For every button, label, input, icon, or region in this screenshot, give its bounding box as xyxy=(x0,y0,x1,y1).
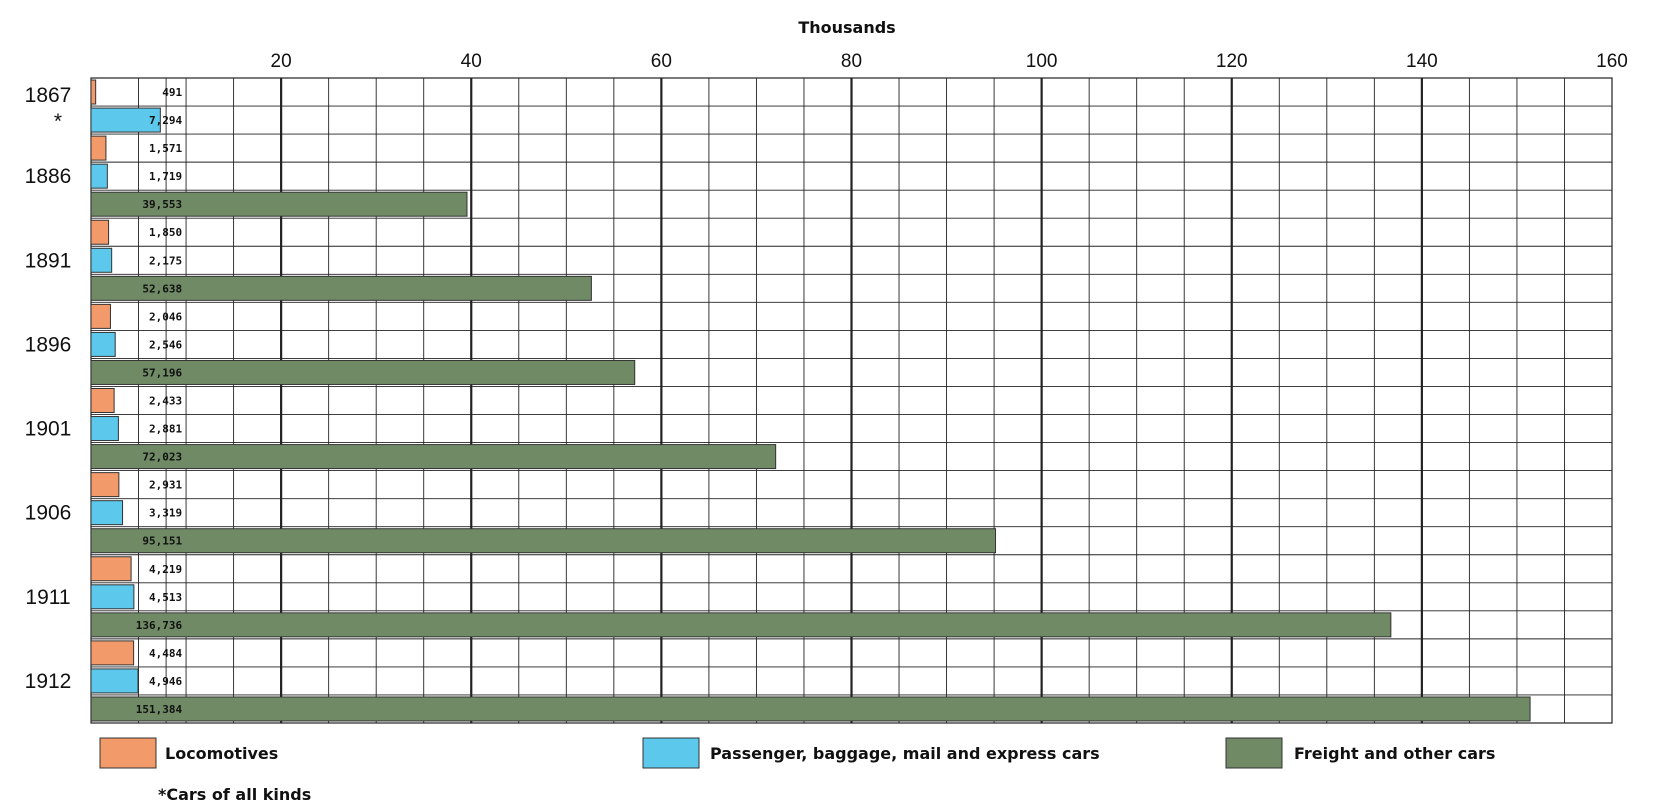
value-label: 7,294 xyxy=(149,114,182,127)
x-tick-label: 80 xyxy=(841,51,862,72)
x-tick-label: 40 xyxy=(461,51,482,72)
bar-1886-freight xyxy=(90,191,468,217)
value-label: 136,736 xyxy=(136,619,183,632)
value-label: 2,433 xyxy=(149,395,182,408)
value-label: 72,023 xyxy=(142,451,182,464)
bar-1896-locomotives xyxy=(90,303,111,329)
bar-1906-locomotives xyxy=(90,472,120,498)
value-label: 2,046 xyxy=(149,310,182,323)
year-label: 1891 xyxy=(25,249,72,272)
legend-swatch-freight xyxy=(1225,737,1283,769)
value-label: 1,719 xyxy=(149,170,182,183)
year-labels: 1867 * 1886 1891 1896 1901 1906 1911 1912 xyxy=(25,84,72,693)
bar-1896-freight xyxy=(90,359,636,385)
year-label: 1867 xyxy=(25,84,72,107)
axis-title: Thousands xyxy=(798,18,895,37)
legend-swatch-locomotives xyxy=(99,737,157,769)
bar-1912-passenger xyxy=(90,668,139,694)
bar-1891-locomotives xyxy=(90,219,110,245)
bar-1911-passenger xyxy=(90,584,135,610)
value-label: 1,850 xyxy=(149,226,182,239)
bar-1896-passenger xyxy=(90,331,116,357)
bar-1901-passenger xyxy=(90,416,119,442)
bar-1891-freight xyxy=(90,275,592,301)
bar-1912-freight xyxy=(90,696,1531,722)
legend-label-passenger: Passenger, baggage, mail and express car… xyxy=(710,744,1100,763)
legend-swatch-passenger xyxy=(642,737,700,769)
bar-1867-all xyxy=(90,107,161,133)
x-tick-label: 120 xyxy=(1216,51,1248,72)
value-label: 95,151 xyxy=(142,535,182,548)
year-label: 1912 xyxy=(25,670,72,693)
bar-1911-locomotives xyxy=(90,556,132,582)
value-label: 2,931 xyxy=(149,479,182,492)
value-label: 151,384 xyxy=(136,703,183,716)
bar-1906-passenger xyxy=(90,500,124,526)
year-label: 1896 xyxy=(25,333,72,356)
x-tick-label: 20 xyxy=(271,51,292,72)
x-tick-label: 100 xyxy=(1026,51,1058,72)
bar-1912-locomotives xyxy=(90,640,135,666)
bar-1901-locomotives xyxy=(90,388,115,413)
x-tick-label: 140 xyxy=(1406,51,1438,72)
year-label: 1911 xyxy=(25,586,70,609)
value-label: 52,638 xyxy=(142,282,182,295)
value-label: 2,546 xyxy=(149,338,182,351)
value-label: 4,946 xyxy=(149,675,182,688)
bar-1886-passenger xyxy=(90,163,108,189)
bar-1891-passenger xyxy=(90,247,113,273)
value-label: 4,513 xyxy=(149,591,182,604)
legend: Locomotives Passenger, baggage, mail and … xyxy=(99,737,1495,769)
legend-label-freight: Freight and other cars xyxy=(1294,744,1495,763)
bar-1901-freight xyxy=(90,444,777,470)
value-labels: 491 7,294 1,571 1,719 39,553 1,850 2,175 52,638… xyxy=(136,86,183,716)
value-label: 1,571 xyxy=(149,142,182,155)
legend-label-locomotives: Locomotives xyxy=(165,744,278,763)
value-label: 4,484 xyxy=(149,647,182,660)
value-label: 4,219 xyxy=(149,563,182,576)
value-label: 491 xyxy=(162,86,182,99)
bar-1867-locomotives xyxy=(90,79,97,105)
footnote: *Cars of all kinds xyxy=(158,785,311,804)
year-label: 1901 xyxy=(25,418,72,441)
value-label: 2,175 xyxy=(149,254,182,267)
value-label: 57,196 xyxy=(142,366,182,379)
value-label: 39,553 xyxy=(142,198,182,211)
x-tick-label: 60 xyxy=(651,51,672,72)
x-tick-label: 160 xyxy=(1596,51,1628,72)
year-label: 1886 xyxy=(25,165,72,188)
bar-1906-freight xyxy=(90,528,997,554)
value-label: 3,319 xyxy=(149,507,182,520)
bar-1911-freight xyxy=(90,612,1392,638)
x-axis-ticks: 20 40 60 80 100 120 140 160 xyxy=(271,51,1628,72)
value-label: 2,881 xyxy=(149,423,182,436)
footnote-marker: * xyxy=(54,110,62,133)
bar-1886-locomotives xyxy=(90,135,107,161)
year-label: 1906 xyxy=(25,502,72,525)
bars xyxy=(90,79,1531,722)
